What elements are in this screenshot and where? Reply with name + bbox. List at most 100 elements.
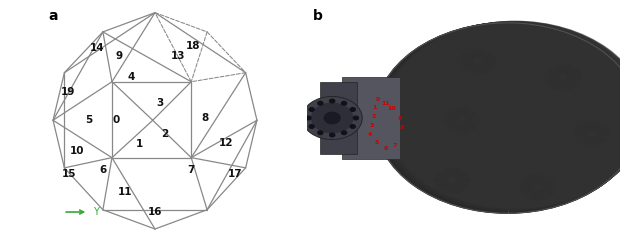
Circle shape xyxy=(379,22,620,211)
Circle shape xyxy=(302,97,362,139)
Circle shape xyxy=(463,66,467,69)
Text: 14: 14 xyxy=(90,43,105,53)
Text: 19: 19 xyxy=(61,87,75,97)
Circle shape xyxy=(488,53,492,57)
Circle shape xyxy=(443,107,480,133)
Circle shape xyxy=(520,185,525,189)
Circle shape xyxy=(312,103,353,133)
Text: 9: 9 xyxy=(398,115,402,121)
Circle shape xyxy=(588,131,595,137)
Circle shape xyxy=(376,23,620,213)
Circle shape xyxy=(384,21,620,208)
Text: 6: 6 xyxy=(383,146,388,151)
Circle shape xyxy=(585,122,589,125)
Circle shape xyxy=(450,112,474,129)
Circle shape xyxy=(471,70,475,73)
Text: 12: 12 xyxy=(219,138,234,148)
Circle shape xyxy=(471,49,475,53)
Text: 1: 1 xyxy=(373,105,377,110)
Circle shape xyxy=(573,82,577,85)
Text: 7: 7 xyxy=(392,143,397,148)
Circle shape xyxy=(342,131,347,135)
Circle shape xyxy=(594,143,598,146)
Circle shape xyxy=(574,132,578,135)
Circle shape xyxy=(488,66,492,69)
Circle shape xyxy=(436,29,620,166)
Circle shape xyxy=(531,196,535,199)
Circle shape xyxy=(549,82,553,85)
Circle shape xyxy=(549,69,553,72)
Bar xyxy=(319,107,348,134)
Circle shape xyxy=(463,172,467,176)
Circle shape xyxy=(523,192,528,195)
Circle shape xyxy=(455,129,459,132)
Circle shape xyxy=(384,22,620,209)
Circle shape xyxy=(318,101,323,105)
Circle shape xyxy=(383,22,620,209)
Circle shape xyxy=(474,59,482,64)
Text: 10: 10 xyxy=(388,106,396,111)
Text: 16: 16 xyxy=(148,207,162,217)
Circle shape xyxy=(381,22,620,210)
Circle shape xyxy=(464,129,469,132)
Bar xyxy=(319,82,358,111)
Circle shape xyxy=(523,179,528,182)
Text: Y: Y xyxy=(93,207,99,217)
Circle shape xyxy=(577,126,582,129)
Bar xyxy=(342,77,400,159)
Circle shape xyxy=(440,172,464,189)
Circle shape xyxy=(318,131,323,135)
Text: 10: 10 xyxy=(69,146,84,156)
Circle shape xyxy=(324,112,340,124)
Circle shape xyxy=(342,101,347,105)
Circle shape xyxy=(464,108,469,111)
Circle shape xyxy=(580,125,603,143)
Text: 3: 3 xyxy=(156,98,163,108)
Text: 11: 11 xyxy=(118,187,133,197)
Circle shape xyxy=(350,108,355,111)
Circle shape xyxy=(306,116,311,120)
Circle shape xyxy=(545,64,582,90)
Text: 5: 5 xyxy=(374,140,379,145)
Circle shape xyxy=(594,122,598,125)
Circle shape xyxy=(480,70,485,73)
Text: 5: 5 xyxy=(86,115,93,125)
Circle shape xyxy=(585,143,589,146)
Circle shape xyxy=(381,22,620,210)
Text: 13: 13 xyxy=(170,51,185,61)
Text: 11: 11 xyxy=(381,101,390,106)
Circle shape xyxy=(526,178,550,196)
Circle shape xyxy=(540,196,544,199)
Circle shape xyxy=(375,23,620,213)
Circle shape xyxy=(546,76,550,79)
Circle shape xyxy=(379,22,620,211)
Circle shape xyxy=(531,175,535,178)
Circle shape xyxy=(576,76,580,79)
Text: 2: 2 xyxy=(371,114,376,119)
Circle shape xyxy=(377,23,620,212)
Circle shape xyxy=(565,86,570,89)
Circle shape xyxy=(380,22,620,211)
Circle shape xyxy=(438,172,442,176)
Text: 9: 9 xyxy=(115,51,122,61)
Bar xyxy=(319,125,358,154)
Circle shape xyxy=(434,167,471,194)
Circle shape xyxy=(378,22,620,212)
Circle shape xyxy=(375,23,620,213)
Text: 8: 8 xyxy=(399,125,404,130)
Circle shape xyxy=(573,69,577,72)
Circle shape xyxy=(556,86,560,89)
Text: 3: 3 xyxy=(370,123,374,128)
Text: 4: 4 xyxy=(368,132,373,137)
Circle shape xyxy=(480,49,485,53)
Circle shape xyxy=(435,179,440,182)
Circle shape xyxy=(309,108,314,111)
Text: 15: 15 xyxy=(61,169,76,178)
Circle shape xyxy=(475,119,479,122)
Circle shape xyxy=(472,125,476,128)
Circle shape xyxy=(455,108,459,111)
Circle shape xyxy=(548,192,552,195)
Circle shape xyxy=(445,119,449,122)
Circle shape xyxy=(551,185,555,189)
Circle shape xyxy=(559,75,567,80)
